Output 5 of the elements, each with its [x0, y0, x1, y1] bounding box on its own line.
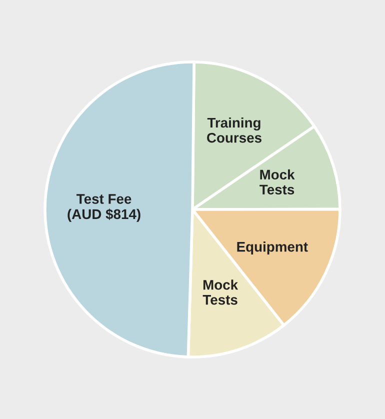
slice-label: Mock Tests	[202, 280, 238, 305]
slice-label: Equipment	[237, 242, 308, 254]
slice-label: Training Courses	[207, 117, 262, 143]
slice-label: Mock Tests	[260, 169, 295, 195]
slice-label: Test Fee (AUD $814)	[68, 194, 140, 222]
